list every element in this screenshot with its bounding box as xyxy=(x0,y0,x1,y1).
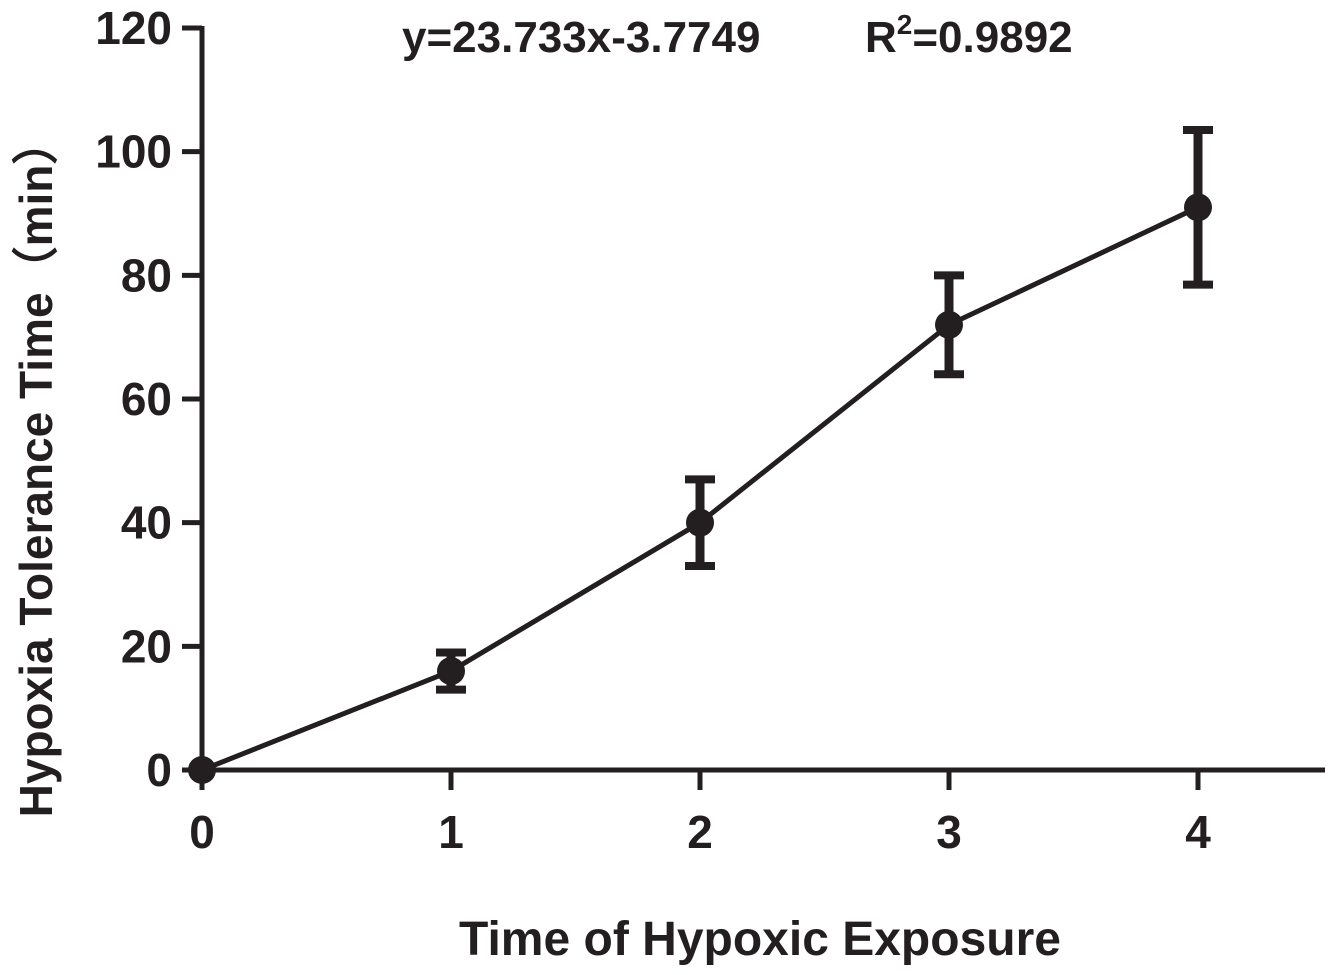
r-value: =0.9892 xyxy=(912,13,1072,62)
x-tick-label: 0 xyxy=(189,806,215,858)
x-tick-label: 4 xyxy=(1185,806,1211,858)
x-axis-label: Time of Hypoxic Exposure xyxy=(459,913,1061,966)
r-prefix: R xyxy=(865,13,897,62)
axes xyxy=(199,26,1325,773)
y-tick-label: 40 xyxy=(121,497,172,549)
y-ticks: 0 20 40 60 80 100 120 xyxy=(95,2,202,796)
y-tick-label: 80 xyxy=(121,249,172,301)
y-tick-label: 120 xyxy=(95,2,172,54)
annotation-r-squared: R2=0.9892 xyxy=(865,9,1073,62)
y-axis-label: Hypoxia Tolerance Time（min） xyxy=(10,119,62,818)
x-ticks: 0 1 2 3 4 xyxy=(189,770,1211,858)
y-tick-label: 60 xyxy=(121,373,172,425)
data-point xyxy=(1184,193,1212,222)
x-tick-label: 1 xyxy=(438,806,464,858)
y-tick-label: 20 xyxy=(121,620,172,672)
r-superscript: 2 xyxy=(897,9,913,40)
y-tick-label: 0 xyxy=(146,744,172,796)
data-point xyxy=(935,310,963,339)
x-tick-label: 3 xyxy=(936,806,962,858)
y-tick-label: 100 xyxy=(95,126,172,178)
x-tick-label: 2 xyxy=(687,806,713,858)
data-point xyxy=(437,657,465,686)
data-point xyxy=(686,508,714,537)
series xyxy=(188,126,1213,784)
annotation-equation: y=23.733x-3.7749 xyxy=(402,13,760,62)
data-point xyxy=(188,756,216,784)
